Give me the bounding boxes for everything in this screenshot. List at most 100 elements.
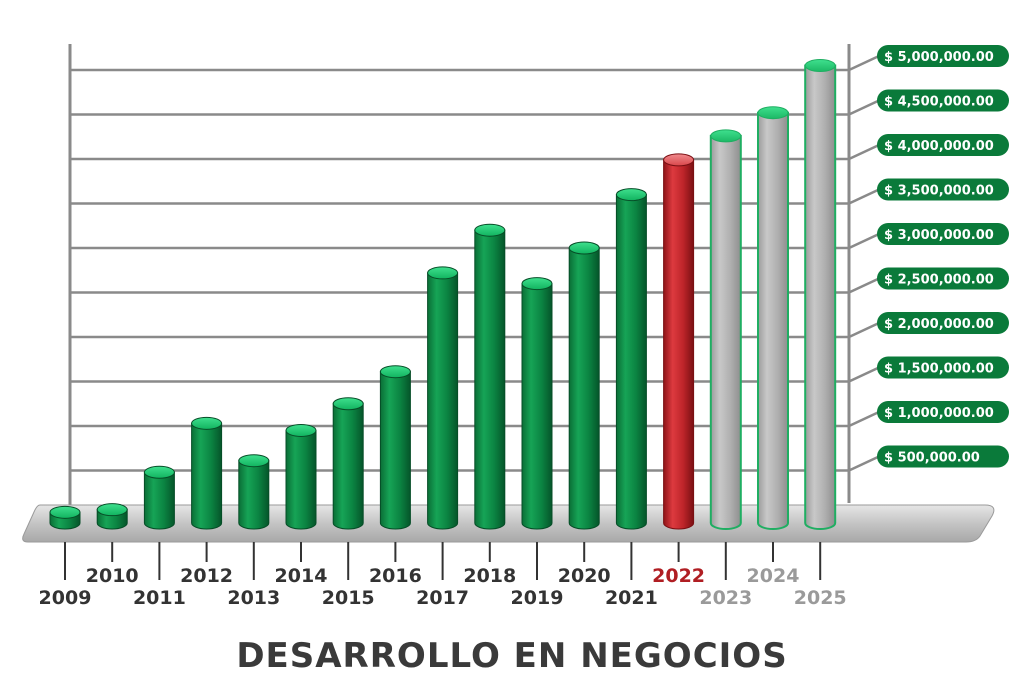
bar-2017 [427, 266, 459, 530]
bar-2016 [379, 365, 411, 530]
bar-2025 [804, 59, 837, 530]
bar-body-2023 [709, 134, 742, 530]
bar-cap-2013 [238, 454, 270, 468]
bar-cap-2019 [521, 277, 553, 291]
bar-body-2025 [804, 64, 837, 530]
bar-body-2014 [285, 429, 317, 530]
bar-cap-2009 [49, 505, 81, 519]
y-label-pill-8 [877, 134, 1009, 156]
bar-body-2017 [427, 272, 459, 530]
bar-cap-2024 [757, 106, 789, 120]
bar-2019 [521, 277, 553, 530]
x-label-2018: 2018 [463, 565, 516, 587]
bar-cap-2016 [379, 365, 411, 379]
bar-cap-2012 [191, 416, 223, 430]
bar-body-2024 [757, 111, 789, 530]
x-label-2013: 2013 [227, 587, 280, 609]
y-label-badge-5: $ 2,500,000.00 [877, 267, 1009, 290]
x-label-2025: 2025 [794, 587, 847, 609]
y-label-5: $ 2,500,000.00 [884, 273, 994, 288]
bar-2011 [143, 465, 175, 530]
y-label-badge-10: $ 5,000,000.00 [877, 45, 1009, 67]
y-label-badge-4: $ 2,000,000.00 [877, 312, 1009, 334]
x-label-2019: 2019 [511, 587, 564, 609]
bar-2020 [568, 241, 600, 530]
x-label-2015: 2015 [322, 587, 375, 609]
bar-cap-2018 [474, 223, 506, 237]
bar-2014 [285, 423, 317, 530]
bar-body-2019 [521, 283, 553, 530]
bar-cap-2020 [568, 241, 600, 255]
x-label-2023: 2023 [699, 587, 752, 609]
x-label-2021: 2021 [605, 587, 658, 609]
bar-body-2015 [332, 403, 364, 530]
bar-cap-2010 [96, 503, 128, 517]
bar-body-2012 [191, 422, 223, 530]
y-label-badge-8: $ 4,000,000.00 [877, 134, 1009, 156]
y-label-badge-7: $ 3,500,000.00 [877, 178, 1009, 201]
bar-body-2016 [379, 371, 411, 530]
y-label-badge-2: $ 1,000,000.00 [877, 401, 1009, 423]
bars [49, 59, 837, 530]
bar-2024 [757, 106, 789, 530]
y-label-1: $ 500,000.00 [884, 451, 980, 466]
y-label-badge-6: $ 3,000,000.00 [877, 223, 1009, 245]
x-label-2009: 2009 [39, 587, 92, 609]
bar-cap-2017 [427, 266, 459, 280]
y-label-3: $ 1,500,000.00 [884, 362, 994, 377]
bar-cap-2015 [332, 397, 364, 411]
y-label-pill-3 [877, 356, 1009, 379]
y-label-badge-3: $ 1,500,000.00 [877, 356, 1009, 379]
x-label-2017: 2017 [416, 587, 469, 609]
chart-title: DESARROLLO EN NEGOCIOS [236, 636, 788, 676]
bar-body-2013 [238, 460, 270, 530]
x-label-2020: 2020 [558, 565, 611, 587]
x-label-2024: 2024 [747, 565, 800, 587]
y-axis-labels: $ 500,000.00 $ 1,000,000.00 $ 1,500,000.00… [877, 45, 1009, 468]
bar-cap-2021 [615, 188, 647, 202]
x-label-2014: 2014 [275, 565, 328, 587]
y-label-pill-7 [877, 178, 1009, 201]
bar-2021 [615, 188, 647, 530]
x-label-2011: 2011 [133, 587, 186, 609]
y-label-pill-5 [877, 267, 1009, 290]
x-label-2010: 2010 [86, 565, 139, 587]
y-label-badge-1: $ 500,000.00 [877, 445, 1009, 468]
y-label-pill-4 [877, 312, 1009, 334]
bar-2018 [474, 223, 506, 530]
x-label-2016: 2016 [369, 565, 422, 587]
x-label-2022: 2022 [652, 565, 705, 587]
y-label-9: $ 4,500,000.00 [884, 95, 994, 110]
bar-2012 [191, 416, 223, 530]
bar-body-2021 [615, 194, 647, 530]
bar-2013 [238, 454, 270, 530]
bar-body-2011 [143, 471, 175, 530]
x-axis-labels: 2009201020112012201320142015201620172018… [39, 542, 847, 609]
bar-cap-2014 [285, 423, 317, 437]
y-label-pill-2 [877, 401, 1009, 423]
y-label-2: $ 1,000,000.00 [884, 406, 994, 421]
y-label-7: $ 3,500,000.00 [884, 184, 994, 199]
x-label-2012: 2012 [180, 565, 233, 587]
y-label-pill-9 [877, 89, 1009, 112]
y-label-pill-10 [877, 45, 1009, 67]
bar-2023 [709, 129, 742, 530]
y-label-10: $ 5,000,000.00 [884, 50, 994, 65]
bar-body-2022 [663, 159, 695, 530]
bar-cap-2023 [710, 129, 742, 143]
bar-body-2020 [568, 247, 600, 530]
bar-2010 [96, 503, 128, 530]
y-label-badge-9: $ 4,500,000.00 [877, 89, 1009, 112]
y-label-8: $ 4,000,000.00 [884, 139, 994, 154]
bar-cap-2025 [804, 59, 836, 73]
bar-2015 [332, 397, 364, 530]
y-label-4: $ 2,000,000.00 [884, 317, 994, 332]
y-label-pill-1 [877, 445, 1009, 468]
bar-cap-2022 [663, 153, 695, 167]
bar-body-2018 [474, 229, 506, 530]
y-label-pill-6 [877, 223, 1009, 245]
y-label-6: $ 3,000,000.00 [884, 228, 994, 243]
bar-2022 [663, 153, 695, 530]
bar-2009 [49, 505, 81, 530]
